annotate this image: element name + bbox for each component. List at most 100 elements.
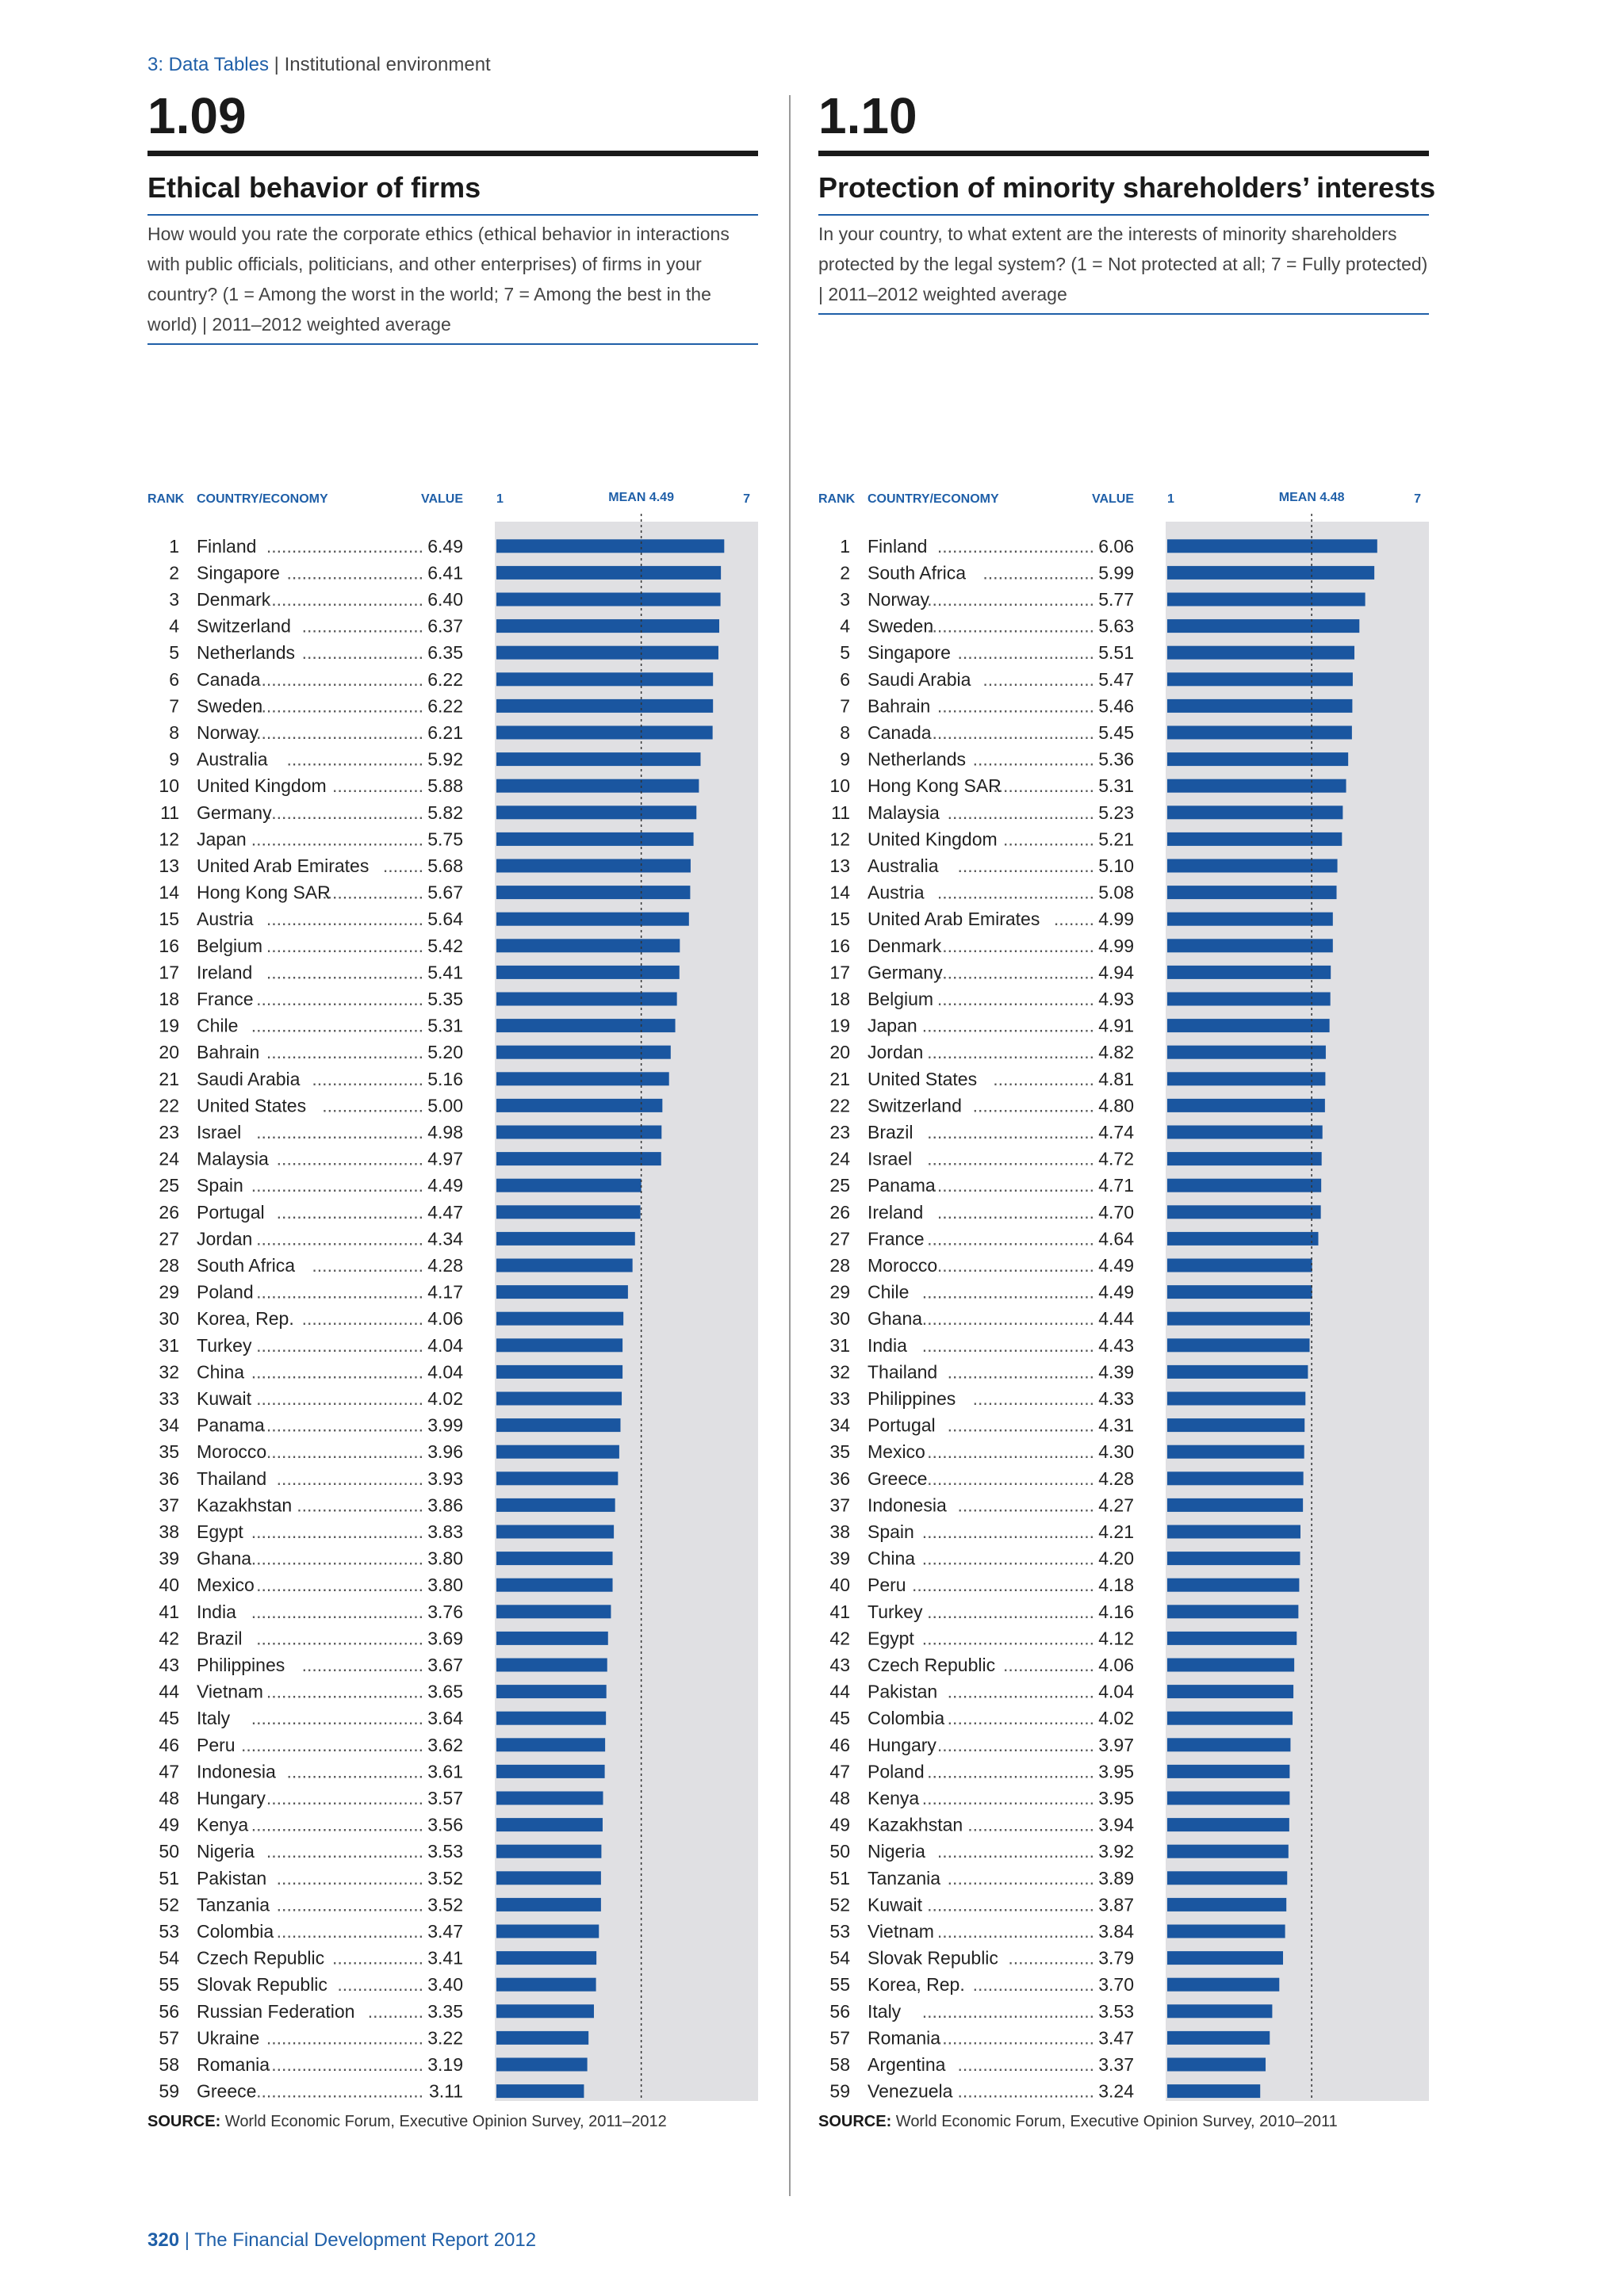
country-label: Kenya bbox=[868, 1788, 919, 1808]
table-number: 1.10 bbox=[818, 87, 917, 144]
country-label: Spain bbox=[868, 1521, 914, 1542]
country-label: Mexico bbox=[197, 1575, 255, 1595]
rank-label: 21 bbox=[829, 1069, 850, 1089]
value-label: 4.02 bbox=[427, 1388, 463, 1409]
table-panel-1-09: 1.09 Ethical behavior of firms How would… bbox=[147, 79, 758, 2156]
bar bbox=[1167, 592, 1365, 607]
value-label: 5.08 bbox=[1098, 882, 1134, 903]
bar bbox=[496, 752, 701, 767]
country-label: Ghana bbox=[868, 1308, 922, 1329]
bar bbox=[496, 645, 718, 660]
country-label: Romania bbox=[197, 2054, 270, 2075]
bar bbox=[496, 1844, 602, 1858]
country-label: Brazil bbox=[868, 1122, 914, 1142]
bar bbox=[1167, 1445, 1304, 1459]
country-label: Japan bbox=[197, 828, 247, 849]
dot-leader: .................................. bbox=[251, 1175, 423, 1196]
dot-leader: .................... bbox=[993, 775, 1094, 796]
country-label: Italy bbox=[868, 2001, 902, 2022]
rank-label: 2 bbox=[840, 562, 850, 583]
country-label: Portugal bbox=[197, 1202, 265, 1223]
dot-leader: ............................. bbox=[948, 1361, 1094, 1382]
bar bbox=[1167, 1631, 1297, 1645]
value-label: 5.47 bbox=[1098, 669, 1134, 690]
dot-leader: .................................. bbox=[251, 1708, 423, 1728]
page-number: 320 bbox=[147, 2229, 180, 2251]
country-label: Venezuela bbox=[868, 2081, 953, 2101]
source-label: SOURCE: bbox=[147, 2113, 221, 2130]
axis-min-label: 1 bbox=[1167, 492, 1174, 506]
country-label: Panama bbox=[868, 1175, 936, 1196]
bar bbox=[496, 1685, 607, 1699]
country-label: Colombia bbox=[868, 1708, 944, 1728]
dot-leader: .................................. bbox=[922, 1628, 1094, 1648]
dot-leader: ................................. bbox=[256, 1628, 423, 1648]
value-label: 3.89 bbox=[1098, 1868, 1134, 1888]
dot-leader: ........... bbox=[368, 2001, 423, 2022]
rank-label: 19 bbox=[159, 1016, 179, 1036]
rank-label: 10 bbox=[829, 775, 850, 796]
bar bbox=[1167, 1844, 1289, 1858]
dot-leader: ............................... bbox=[266, 1682, 423, 1702]
country-label: Czech Republic bbox=[197, 1948, 324, 1969]
dot-leader: ............................. bbox=[948, 1682, 1094, 1702]
bar bbox=[496, 1605, 611, 1619]
bar bbox=[1167, 992, 1331, 1006]
rank-label: 5 bbox=[840, 642, 850, 663]
rank-label: 22 bbox=[159, 1095, 179, 1115]
dot-leader: ................................. bbox=[927, 1042, 1094, 1062]
value-label: 3.87 bbox=[1098, 1894, 1134, 1915]
rank-label: 33 bbox=[159, 1388, 179, 1409]
bar bbox=[496, 1498, 615, 1512]
bar bbox=[1167, 1685, 1294, 1699]
dot-leader: ................................. bbox=[256, 989, 423, 1009]
rank-label: 32 bbox=[829, 1361, 850, 1382]
rank-label: 50 bbox=[829, 1841, 850, 1862]
bar bbox=[1167, 1019, 1330, 1033]
dot-leader: .................................. bbox=[251, 1815, 423, 1835]
value-label: 5.10 bbox=[1098, 855, 1134, 876]
bar bbox=[496, 779, 699, 793]
dot-leader: ........................ bbox=[302, 1308, 423, 1329]
dot-leader: ............................. bbox=[277, 1202, 423, 1223]
column-header-value: VALUE bbox=[1092, 492, 1134, 506]
table-number: 1.09 bbox=[147, 87, 247, 144]
rank-label: 59 bbox=[829, 2081, 850, 2101]
bar bbox=[496, 1471, 619, 1486]
country-label: Canada bbox=[868, 722, 932, 743]
table-number-rule bbox=[147, 151, 758, 156]
country-label: Hong Kong SAR bbox=[868, 775, 1002, 796]
country-label: Colombia bbox=[197, 1921, 274, 1942]
bar bbox=[496, 1205, 641, 1219]
source-text: World Economic Forum, Executive Opinion … bbox=[895, 2113, 1338, 2130]
country-label: Ghana bbox=[197, 1548, 251, 1569]
value-label: 5.35 bbox=[427, 989, 463, 1009]
rank-label: 31 bbox=[159, 1335, 179, 1356]
value-label: 4.91 bbox=[1098, 1016, 1134, 1036]
value-label: 6.49 bbox=[427, 536, 463, 557]
rank-label: 20 bbox=[159, 1042, 179, 1062]
rank-label: 13 bbox=[159, 855, 179, 876]
bar bbox=[1167, 1471, 1304, 1486]
country-label: Peru bbox=[197, 1735, 236, 1755]
rank-label: 3 bbox=[840, 589, 850, 610]
value-label: 4.43 bbox=[1098, 1335, 1134, 1356]
bar bbox=[1167, 1578, 1300, 1592]
bar bbox=[496, 1658, 607, 1672]
rank-label: 28 bbox=[829, 1255, 850, 1276]
rank-label: 25 bbox=[159, 1175, 179, 1196]
bar bbox=[496, 1125, 662, 1139]
value-label: 6.35 bbox=[427, 642, 463, 663]
bar bbox=[496, 592, 721, 607]
rank-label: 34 bbox=[159, 1415, 179, 1436]
rank-label: 50 bbox=[159, 1841, 179, 1862]
dot-leader: ...................... bbox=[982, 669, 1094, 690]
bar bbox=[1167, 1764, 1290, 1778]
country-label: Malaysia bbox=[868, 802, 940, 823]
bar bbox=[496, 1418, 621, 1433]
dot-leader: ................................. bbox=[927, 1175, 1094, 1196]
country-label: Belgium bbox=[868, 989, 933, 1009]
rank-label: 26 bbox=[829, 1202, 850, 1223]
bar bbox=[496, 1391, 622, 1406]
dot-leader: ........................... bbox=[957, 642, 1094, 663]
